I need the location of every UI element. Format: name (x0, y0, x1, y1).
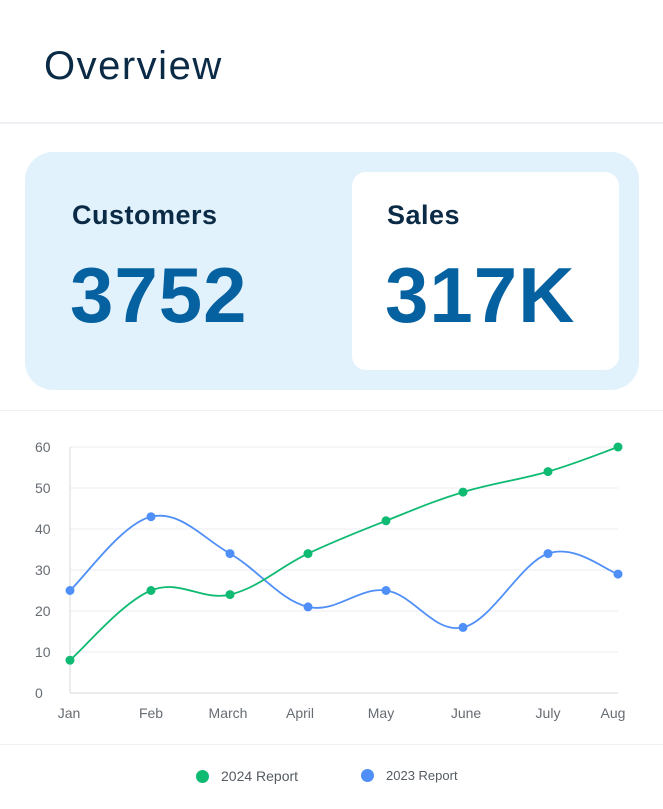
y-tick-label: 60 (35, 439, 51, 455)
data-point-2024 (381, 516, 391, 526)
y-tick-label: 30 (35, 562, 51, 578)
x-tick-label: July (536, 705, 561, 721)
data-point-2023 (146, 512, 156, 522)
x-tick-label: April (286, 705, 314, 721)
x-tick-label: June (451, 705, 482, 721)
data-point-2023 (458, 622, 468, 632)
series-line-2023 (69, 514, 619, 630)
legend-label-2024: 2024 Report (221, 768, 299, 784)
data-point-2024 (303, 549, 313, 559)
sales-card (352, 172, 619, 370)
page-title: Overview (44, 44, 223, 88)
y-tick-label: 40 (35, 521, 51, 537)
data-point-2023 (225, 549, 235, 559)
customers-value: 3752 (70, 251, 248, 339)
x-tick-label: Jan (58, 705, 81, 721)
legend-item-2024[interactable]: 2024 Report (196, 768, 298, 784)
legend-item-2023[interactable]: 2023 Report (361, 768, 458, 783)
data-point-2024 (146, 586, 156, 595)
data-point-2024 (458, 487, 468, 497)
sales-label: Sales (387, 200, 461, 230)
data-point-2024 (225, 590, 235, 600)
customers-label: Customers (72, 200, 218, 230)
data-point-2023 (613, 569, 623, 579)
data-point-2023 (303, 602, 313, 612)
data-point-2023 (381, 586, 391, 595)
data-point-2024 (613, 442, 623, 452)
y-tick-label: 50 (35, 480, 51, 496)
data-point-2024 (65, 655, 75, 665)
y-tick-label: 20 (35, 603, 51, 619)
data-point-2024 (543, 467, 553, 477)
header: Overview (0, 0, 663, 124)
legend-label-2023: 2023 Report (386, 768, 458, 783)
x-tick-label: Aug (601, 705, 626, 721)
y-tick-label: 0 (35, 685, 43, 701)
legend-marker-2023 (361, 769, 374, 782)
x-tick-label: May (368, 705, 394, 721)
x-tick-label: Feb (139, 705, 163, 721)
y-tick-label: 10 (35, 644, 51, 660)
chart-legend: 2024 Report 2023 Report (0, 760, 663, 794)
series-line-2024 (69, 446, 619, 661)
chart-svg: 0 10 20 30 40 50 60 Jan Feb March April May June July… (35, 439, 626, 721)
sales-value: 317K (385, 251, 576, 339)
legend-marker-2024 (196, 769, 209, 783)
x-tick-label: March (209, 705, 248, 721)
divider-bottom (0, 744, 663, 745)
data-point-2023 (65, 586, 75, 595)
data-point-2023 (543, 549, 553, 559)
line-chart: 0 10 20 30 40 50 60 Jan Feb March April May June July… (0, 412, 663, 744)
divider-top (0, 410, 663, 411)
